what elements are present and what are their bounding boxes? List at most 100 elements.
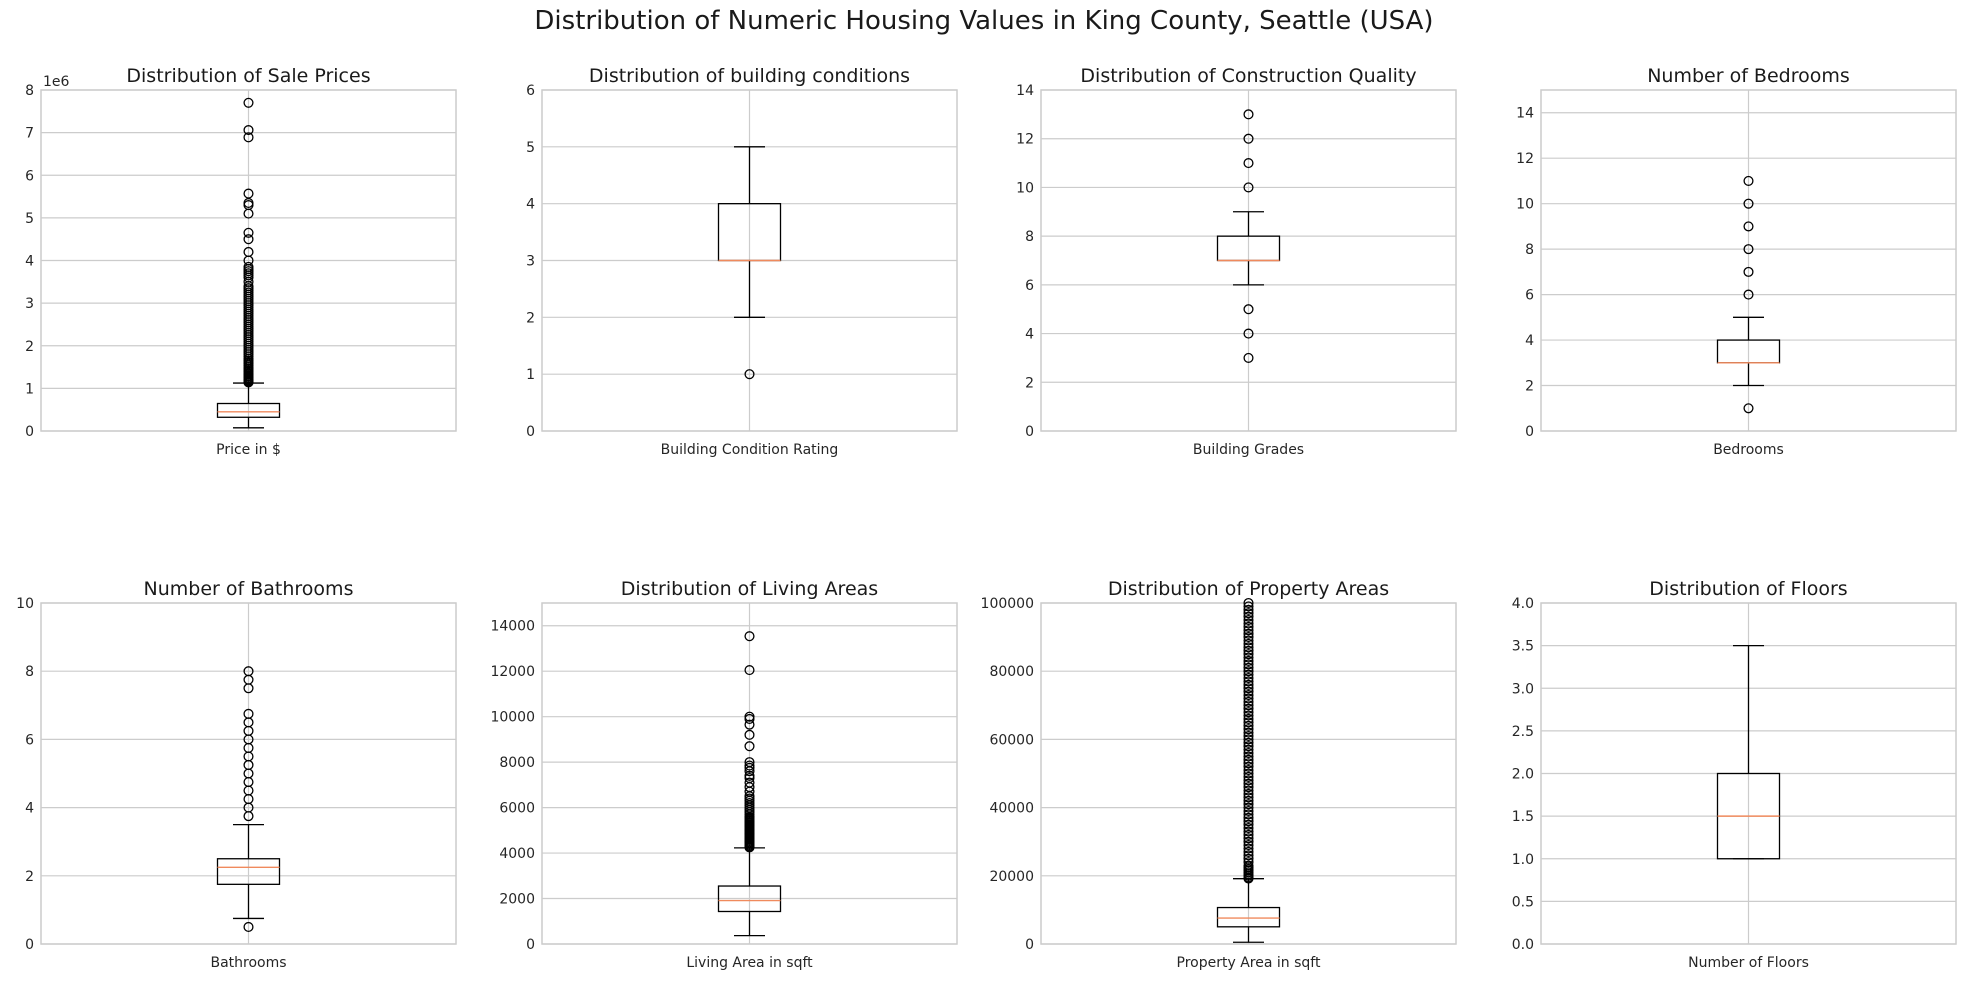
outlier-point [243,708,254,719]
y-tick-label: 5 [25,211,34,227]
outlier-point [1243,778,1254,789]
y-tick-label: 12 [1516,151,1534,167]
y-tick-label: 4 [526,197,535,213]
y-tick-label: 6000 [499,801,535,817]
axes-frame [1040,602,1457,945]
subplot-2: 0 1 2 3 4 5 6 Distribution of building conditio… [526,65,958,458]
outlier-point [1243,795,1254,806]
outlier-point [1243,853,1254,864]
outlier-point [1243,133,1254,144]
outlier-point [1243,649,1254,660]
subplot-3: 0 2 4 6 8 10 12 14 Distribution of Construction … [1016,65,1457,458]
y-tick-label: 6 [526,83,535,99]
boxplot [1216,109,1281,363]
outlier-point [1743,266,1754,277]
outlier-point [744,770,755,781]
outlier-point [1243,730,1254,742]
outlier-point [744,369,755,380]
y-tick-label: 8000 [499,755,535,771]
y-tick-label: 14 [1516,106,1534,122]
subplot-title: Distribution of Construction Quality [1080,65,1416,87]
iqr-box [216,402,281,418]
y-tick-label: 1 [526,367,535,383]
outlier-point [1243,700,1254,711]
y-tick-label: 4 [25,801,34,817]
y-tick-label: 14000 [490,619,535,635]
subplot-title: Distribution of building conditions [589,65,910,87]
y-tick-label: 4 [1025,327,1034,343]
outlier-point [1243,679,1254,690]
outlier-point [1243,713,1254,724]
y-tick-label: 12000 [490,664,535,680]
outlier-point [1243,775,1254,786]
y-tick-label: 0 [25,937,34,953]
outlier-point [744,741,755,752]
y-tick-label: 4000 [499,846,535,862]
boxplot [1216,597,1281,943]
outlier-point [1243,683,1254,694]
boxplot [1716,175,1781,414]
outlier-point [1243,304,1254,315]
outlier-point [243,261,254,272]
subplot-6: 0 2000 4000 6000 8000 10000 12000 14000 Distribu… [490,578,958,971]
outlier-point [1243,352,1254,363]
outlier-point [243,227,254,238]
subplot-title: Distribution of Property Areas [1108,578,1389,600]
outlier-point [1243,621,1254,632]
outlier-point [1243,628,1254,639]
outlier-point [1243,710,1254,721]
y-tick-label: 20000 [989,869,1034,885]
outlier-point [1243,771,1254,782]
outlier-point [1243,809,1254,820]
outlier-point [243,132,254,143]
outlier-point [1243,625,1254,636]
subplot-title: Distribution of Floors [1649,578,1847,600]
outlier-point [1243,109,1254,120]
subplot-title: Distribution of Living Areas [621,578,878,600]
outlier-point [243,921,254,932]
y-tick-label: 8 [1525,242,1534,258]
outlier-point [1743,403,1754,414]
outlier-point [243,246,254,258]
axes-frame [1540,602,1957,945]
y-tick-label: 12 [1016,132,1034,148]
y-tick-label: 0.5 [1512,894,1534,910]
outlier-point [1243,614,1254,626]
y-tick-label: 6 [1525,288,1534,304]
y-tick-label: 10 [1516,197,1534,213]
outlier-point [1243,686,1254,697]
y-tick-label: 2.5 [1512,724,1534,740]
axes-frame [1540,89,1957,432]
outlier-point [1243,669,1254,680]
outlier-point [1243,703,1254,714]
outlier-point [1243,604,1254,615]
outlier-point [1243,666,1254,677]
outlier-point [1243,744,1254,755]
outlier-point [1743,289,1754,300]
outlier-point [1743,244,1754,255]
y-tick-label: 0 [1025,424,1034,440]
outlier-point [1243,782,1254,793]
y-tick-label: 8 [25,83,34,99]
outlier-point [1243,693,1254,704]
y-tick-label: 0 [1525,424,1534,440]
y-tick-label: 3 [25,296,34,312]
outlier-point [1243,720,1254,731]
outlier-point [1243,799,1254,810]
outlier-point [1243,805,1254,817]
y-tick-label: 0 [526,937,535,953]
outlier-point [1243,785,1254,796]
outlier-point [1243,734,1254,745]
y-tick-label: 100000 [981,596,1034,612]
y-tick-label: 0.0 [1512,937,1534,953]
outlier-point [1243,819,1254,830]
y-tick-label: 6 [1025,278,1034,294]
y-tick-label: 7 [25,126,34,142]
y-tick-label: 6 [25,168,34,184]
outlier-point [1743,175,1754,186]
outlier-point [1243,857,1254,868]
outlier-point [1243,741,1254,752]
y-tick-label: 1.0 [1512,852,1534,868]
outlier-point [1243,833,1254,844]
boxplot [216,97,281,429]
